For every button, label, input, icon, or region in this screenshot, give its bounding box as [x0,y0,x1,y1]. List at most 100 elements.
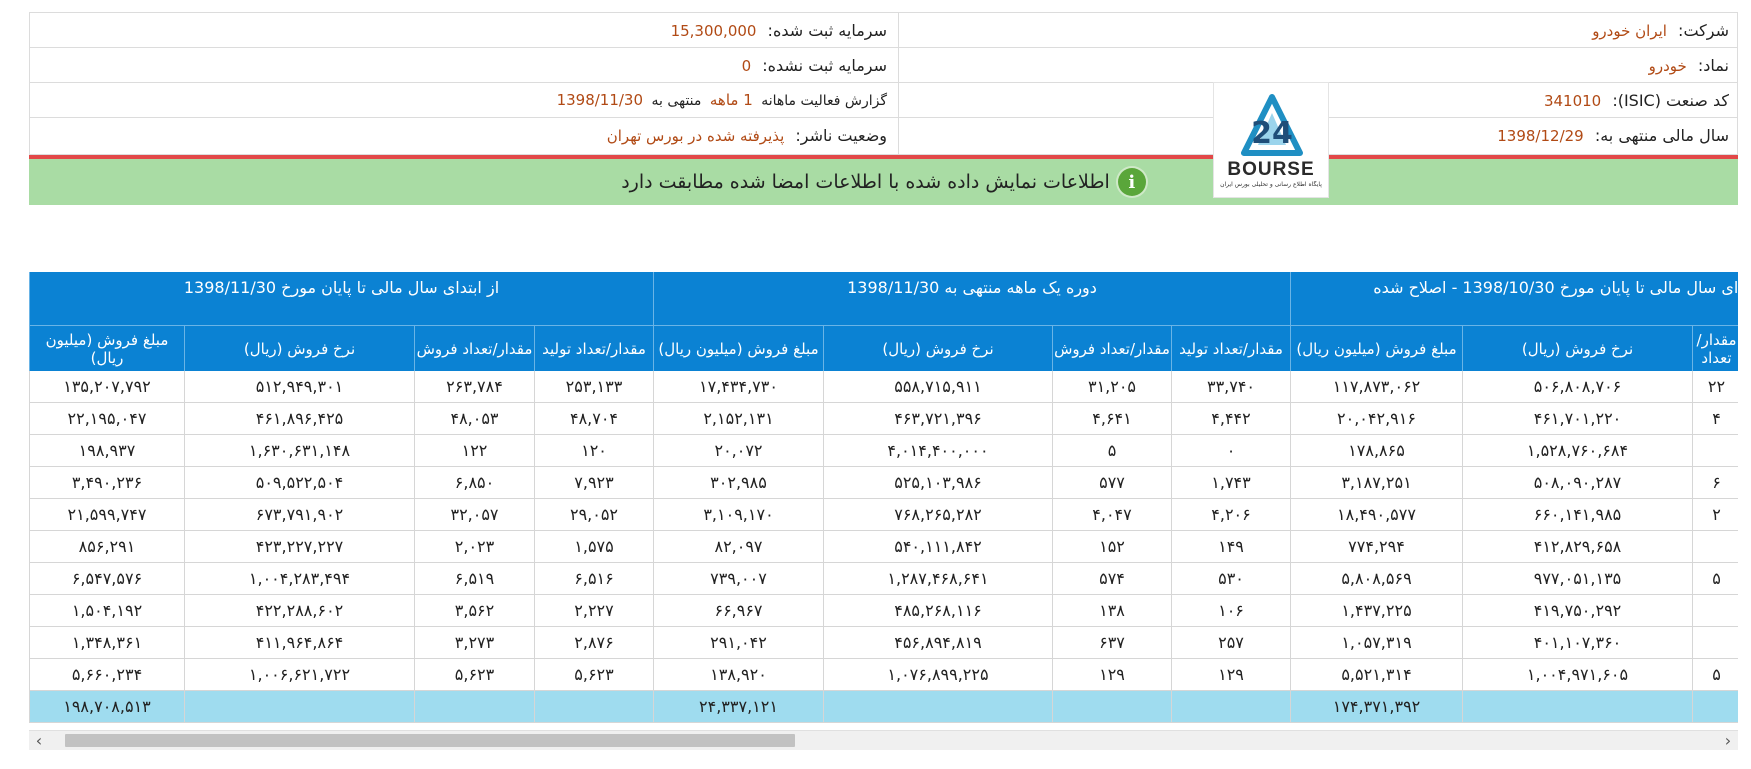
table-row: ۲۲,۱۹۵,۰۴۷ ۴۶۱,۸۹۶,۴۲۵ ۴۸,۰۵۳ ۴۸,۷۰۴ ۲,۱۵۲,۱… [29,403,1738,435]
table-cell: ۲۶۳,۷۸۴ [414,371,534,402]
table-cell: ۴۰۱,۱۰۷,۳۶۰ [1462,627,1692,658]
table-cell: ۲۵۷ [1171,627,1290,658]
table-cell: ۱,۶۳۰,۶۳۱,۱۴۸ [184,435,414,466]
total-cell: ۱۹۸,۷۰۸,۵۱۳ [29,691,184,722]
table-cell: ۱۸,۴۹۰,۵۷۷ [1290,499,1462,530]
column-header[interactable]: مبلغ فروش (میلیون ریال) [653,325,823,371]
table-cell: ۱۲۹ [1171,659,1290,690]
logo-subtitle: پایگاه اطلاع رسانی و تحلیلی بورس ایران [1220,181,1322,188]
column-header[interactable]: مبلغ فروش (میلیون ریال) [29,325,184,371]
bourse24-logo-mark: 24 [1241,94,1303,156]
table-total-row: ۱۹۸,۷۰۸,۵۱۳ ۲۴,۳۳۷,۱۲۱ ۱۷۴,۳۷۱,۳۹۲ [29,691,1738,723]
table-cell: ۱,۳۴۸,۳۶۱ [29,627,184,658]
table-cell: ۱,۰۷۶,۸۹۹,۲۲۵ [823,659,1052,690]
column-header[interactable]: نرخ فروش (ریال) [184,325,414,371]
table-cell: ۱,۰۰۴,۹۷۱,۶۰۵ [1462,659,1692,690]
scroll-right-arrow-icon[interactable]: › [1724,731,1732,750]
table-cell: ۲۹۱,۰۴۲ [653,627,823,658]
table-cell: ۴۸,۰۵۳ [414,403,534,434]
table-cell: ۵۴۰,۱۱۱,۸۴۲ [823,531,1052,562]
info-divider [898,13,899,154]
table-cell: ۵۰۸,۰۹۰,۲۸۷ [1462,467,1692,498]
table-cell: ۵ [1692,563,1738,594]
monthly-sales-table[interactable]: از ابتدای سال مالی تا پایان مورخ 1398/11… [29,272,1738,730]
logo-word: BOURSE [1227,159,1315,180]
table-cell: ۱,۰۰۴,۲۸۳,۴۹۴ [184,563,414,594]
scroll-left-arrow-icon[interactable]: ‹ [35,731,43,750]
column-header[interactable]: مقدار/تعداد فروش [1052,325,1171,371]
notice-content: i اطلاعات نمایش داده شده با اطلاعات امضا… [29,159,1738,205]
column-header[interactable]: مقدار/تعداد [1692,325,1738,371]
table-cell: ۵۷۷ [1052,467,1171,498]
table-cell: ۶,۸۵۰ [414,467,534,498]
table-cell: ۳۲,۰۵۷ [414,499,534,530]
table-cell: ۲۵۳,۱۳۳ [534,371,653,402]
table-cell: ۴۸,۷۰۴ [534,403,653,434]
scroll-thumb[interactable] [65,734,795,747]
fiscal-year-field: سال مالی منتهی به: 1398/12/29 [1497,118,1729,153]
horizontal-scrollbar[interactable]: ‹ › [29,730,1738,750]
column-group-header: از ابتدای سال مالی تا پایان مورخ 1398/10… [1290,272,1738,325]
table-cell: ۱,۵۰۴,۱۹۲ [29,595,184,626]
table-cell: ۳,۱۰۹,۱۷۰ [653,499,823,530]
table-cell: ۸۵۶,۲۹۱ [29,531,184,562]
table-cell: ۵,۶۶۰,۲۳۴ [29,659,184,690]
table-cell: ۵۷۴ [1052,563,1171,594]
table-cell: ۲ [1692,499,1738,530]
table-cell: ۶۶۰,۱۴۱,۹۸۵ [1462,499,1692,530]
bourse24-logo: 24 BOURSE پایگاه اطلاع رسانی و تحلیلی بو… [1213,82,1329,198]
table-cell: ۴,۰۱۴,۴۰۰,۰۰۰ [823,435,1052,466]
total-cell: ۱۷۴,۳۷۱,۳۹۲ [1290,691,1462,722]
table-row: ۶,۵۴۷,۵۷۶ ۱,۰۰۴,۲۸۳,۴۹۴ ۶,۵۱۹ ۶,۵۱۶ ۷۳۹,۰۰۷ ۱… [29,563,1738,595]
table-cell: ۱۳۸ [1052,595,1171,626]
total-cell [1692,691,1738,722]
table-row: ۱۹۸,۹۳۷ ۱,۶۳۰,۶۳۱,۱۴۸ ۱۲۲ ۱۲۰ ۲۰,۰۷۲ ۴,۰۱۴,۴۰… [29,435,1738,467]
table-cell: ۵,۶۲۳ [414,659,534,690]
publisher-status-label: وضعیت ناشر: [795,126,887,145]
report-title: گزارش فعالیت ماهانه 1 ماهه منتهی به 1398… [553,83,887,118]
table-cell: ۱۳۵,۲۰۷,۷۹۲ [29,371,184,402]
table-cell: ۵ [1052,435,1171,466]
column-group-header: دوره یک ماهه منتهی به 1398/11/30 [653,272,1290,325]
table-cell: ۵۵۸,۷۱۵,۹۱۱ [823,371,1052,402]
table-cell: ۵,۸۰۸,۵۶۹ [1290,563,1462,594]
table-cell: ۴,۲۰۶ [1171,499,1290,530]
table-cell: ۵,۵۲۱,۳۱۴ [1290,659,1462,690]
report-period: 1 ماهه [709,91,753,109]
column-header[interactable]: مقدار/تعداد تولید [1171,325,1290,371]
table-cell: ۲۰,۰۷۲ [653,435,823,466]
table-cell: ۱۵۲ [1052,531,1171,562]
table-cell: ۲,۲۲۷ [534,595,653,626]
table-cell: ۱۹۸,۹۳۷ [29,435,184,466]
table-cell: ۶,۵۴۷,۵۷۶ [29,563,184,594]
table-cell: ۱۱۷,۸۷۳,۰۶۲ [1290,371,1462,402]
table-cell: ۸۲,۰۹۷ [653,531,823,562]
column-header[interactable]: نرخ فروش (ریال) [1462,325,1692,371]
column-header[interactable]: مبلغ فروش (میلیون ریال) [1290,325,1462,371]
table-cell: ۱,۴۳۷,۲۲۵ [1290,595,1462,626]
fiscal-year-label: سال مالی منتهی به: [1594,126,1729,145]
table-cell: ۳,۴۹۰,۲۳۶ [29,467,184,498]
notice-text: اطلاعات نمایش داده شده با اطلاعات امضا ش… [621,171,1110,193]
column-header[interactable]: مقدار/تعداد تولید [534,325,653,371]
symbol-value: خودرو [1648,57,1687,75]
table-cell: ۶,۵۱۶ [534,563,653,594]
table-cell: ۱۲۲ [414,435,534,466]
table-cell: ۱,۰۵۷,۳۱۹ [1290,627,1462,658]
column-group-header: از ابتدای سال مالی تا پایان مورخ 1398/11… [29,272,653,325]
isic-label: کد صنعت (ISIC): [1612,91,1729,110]
table-cell: ۵,۶۲۳ [534,659,653,690]
table-cell: ۷۳۹,۰۰۷ [653,563,823,594]
table-cell: ۴ [1692,403,1738,434]
column-header[interactable]: نرخ فروش (ریال) [823,325,1052,371]
table-cell: ۱,۷۴۳ [1171,467,1290,498]
column-header[interactable]: مقدار/تعداد فروش [414,325,534,371]
table-row: ۱,۵۰۴,۱۹۲ ۴۲۲,۲۸۸,۶۰۲ ۳,۵۶۲ ۲,۲۲۷ ۶۶,۹۶۷ ۴۸۵,… [29,595,1738,627]
table-cell [1692,435,1738,466]
table-cell: ۱۰۶ [1171,595,1290,626]
table-cell: ۳۱,۲۰۵ [1052,371,1171,402]
signature-match-notice: i اطلاعات نمایش داده شده با اطلاعات امضا… [29,159,1738,205]
table-cell: ۲,۰۲۳ [414,531,534,562]
fiscal-year-value: 1398/12/29 [1497,127,1584,145]
table-cell: ۲,۸۷۶ [534,627,653,658]
